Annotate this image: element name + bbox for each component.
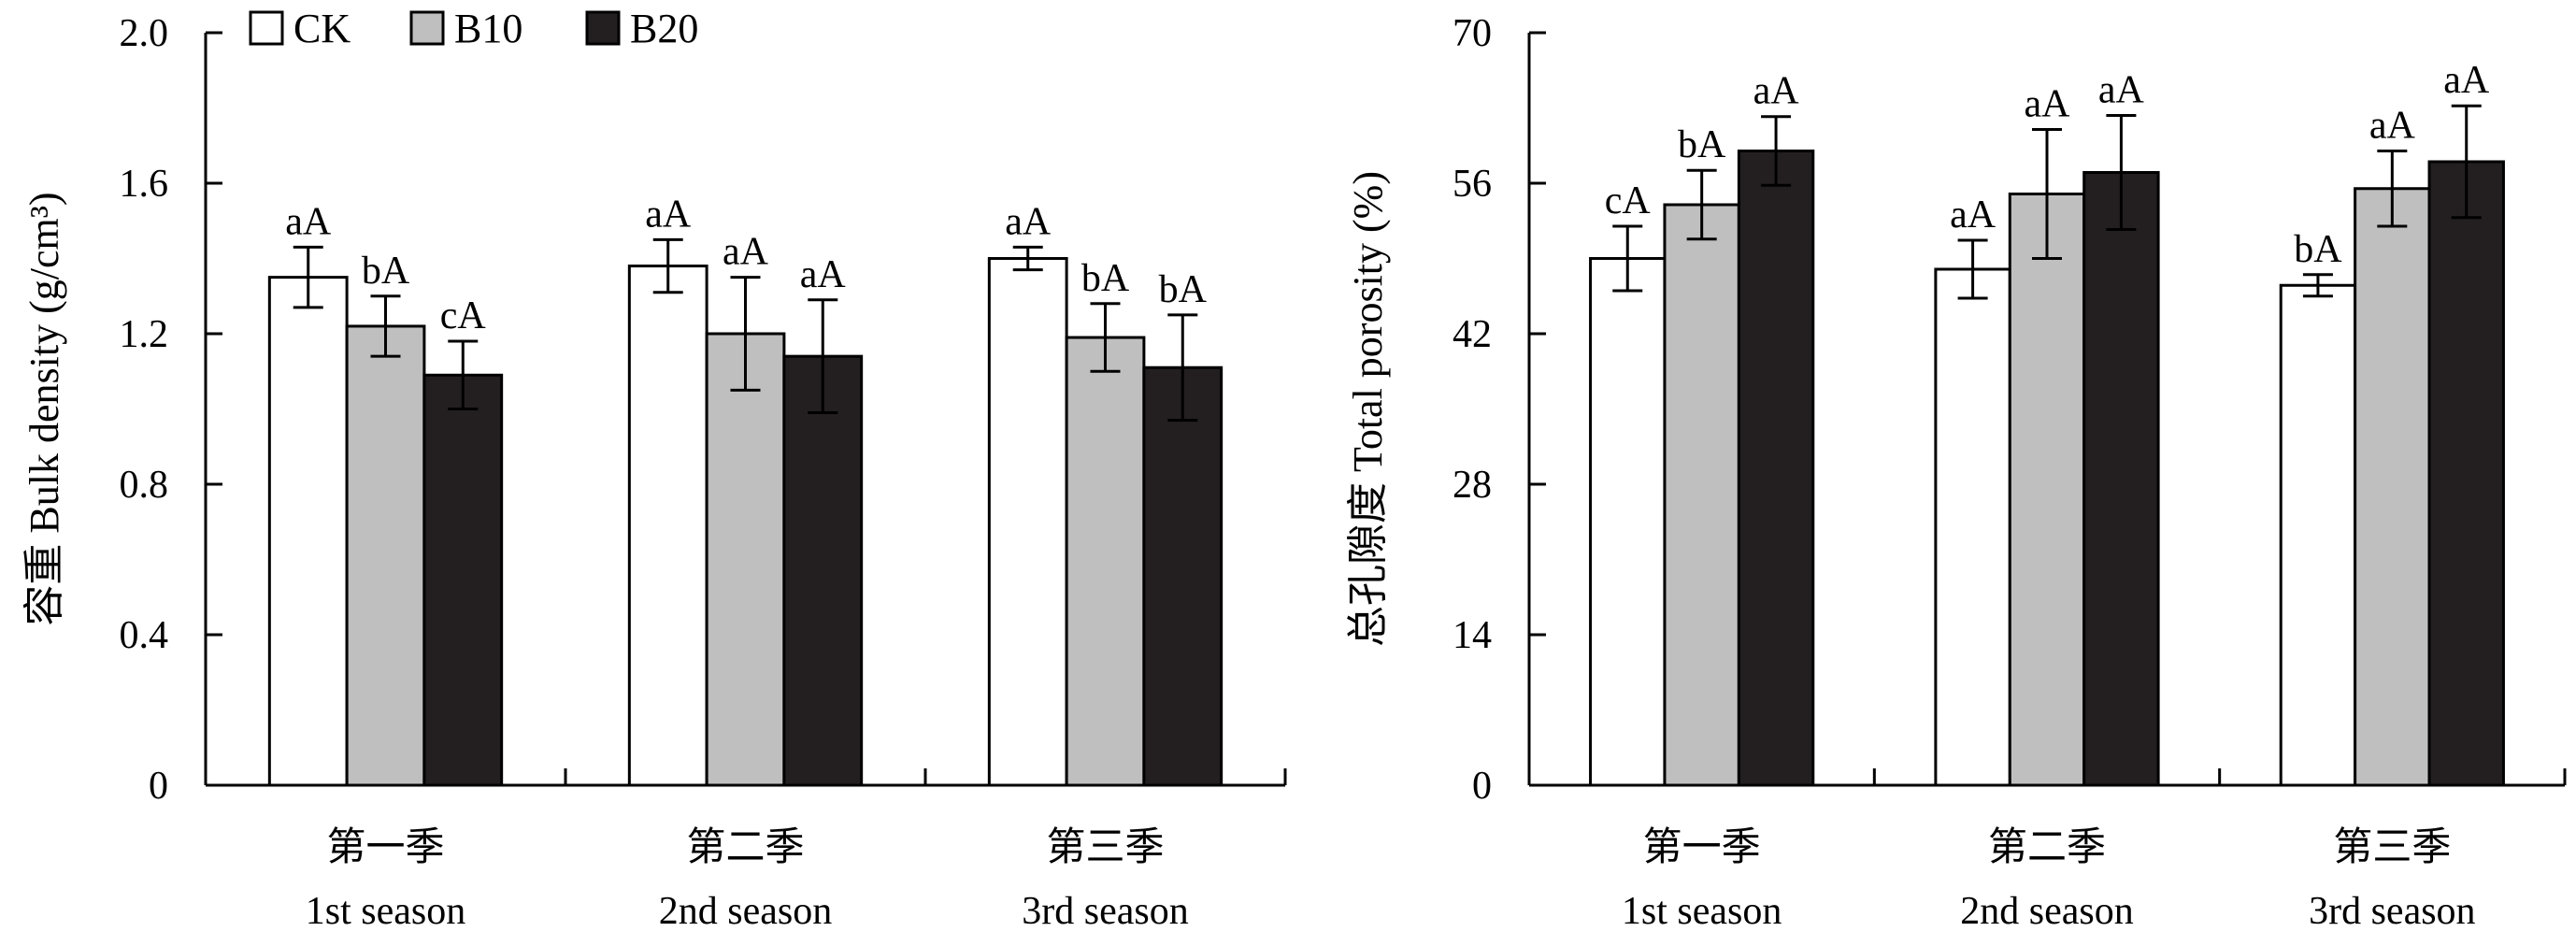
legend-swatch-b20 [585,10,621,46]
bar-b10 [1065,336,1146,787]
significance-label: aA [285,200,332,243]
bar-ck [627,265,708,787]
bar-b10 [2008,193,2086,787]
bar-b20 [2082,171,2160,787]
bar-b20 [422,373,504,787]
y-tick-label: 1.6 [120,163,169,206]
significance-label: aA [645,193,692,236]
y-tick-label: 0.8 [120,464,169,507]
category-label-cn: 第一季 [326,826,444,869]
bar-ck [1589,257,1667,787]
significance-label: aA [1005,200,1052,243]
bar-b10 [345,324,426,787]
significance-label: bA [1081,257,1130,300]
significance-label: aA [800,253,847,296]
significance-label: bA [1159,268,1208,311]
bulk-density-chart: 0 0.4 0.8 1.2 1.6 2.0 容重 Bulk density (g/cm³) 第… [21,12,1287,933]
y-tick-label: 0 [149,765,168,808]
legend-swatch-ck [249,10,284,46]
legend-label-b20: B20 [630,6,698,51]
category-label-en: 2nd season [659,890,832,933]
total-porosity-chart: 0 14 28 42 56 70 总孔隙度 Total porosity (%) 第一季 1st… [1345,12,2567,933]
significance-label: cA [1605,179,1652,222]
category-label-en: 2nd season [1960,890,2133,933]
significance-label: bA [2294,228,2342,271]
significance-label: bA [1678,123,1726,166]
y-tick-label: 42 [1453,313,1492,356]
y-tick-label: 56 [1453,163,1492,206]
bar-ck [2279,283,2357,787]
y-tick-label: 0.4 [120,614,169,657]
bar-b20 [1737,150,1815,787]
significance-label: bA [362,250,410,293]
category-label-cn: 第三季 [2333,826,2451,869]
y-axis-title: 容重 Bulk density (g/cm³) [21,192,67,625]
significance-label: aA [2025,83,2071,126]
legend-label-ck: CK [293,6,351,51]
category-label-cn: 第二季 [1988,826,2106,869]
significance-label: aA [723,231,769,274]
category-label-en: 1st season [1622,890,1782,933]
bar-ck [267,276,349,787]
y-axis-title: 总孔隙度 Total porosity (%) [1345,171,1391,647]
category-label-cn: 第三季 [1046,826,1164,869]
y-tick-label: 28 [1453,464,1492,507]
significance-label: cA [440,294,487,337]
category-label-en: 3rd season [1022,890,1188,933]
bar-b10 [1663,203,1740,787]
category-label-en: 1st season [306,890,466,933]
y-tick-label: 70 [1453,12,1492,55]
bar-b10 [2354,187,2431,787]
bar-b10 [705,332,786,787]
y-tick-label: 2.0 [120,12,169,55]
bar-b20 [2427,160,2505,787]
legend-swatch-b10 [409,10,445,46]
bar-b20 [782,354,864,787]
significance-label: aA [2443,59,2490,102]
significance-label: aA [1950,194,1996,236]
legend: CK B10 B20 [249,6,698,51]
significance-label: aA [2369,105,2416,148]
bar-ck [1934,267,2011,787]
category-label-cn: 第二季 [686,826,804,869]
y-tick-label: 14 [1453,614,1492,657]
bar-ck [987,257,1068,787]
legend-label-b10: B10 [454,6,522,51]
bar-b20 [1142,366,1224,787]
significance-label: aA [1753,70,1800,113]
y-tick-label: 0 [1472,765,1492,808]
category-label-en: 3rd season [2309,890,2475,933]
category-label-cn: 第一季 [1643,826,1761,869]
y-tick-label: 1.2 [120,313,169,356]
significance-label: aA [2098,69,2145,112]
